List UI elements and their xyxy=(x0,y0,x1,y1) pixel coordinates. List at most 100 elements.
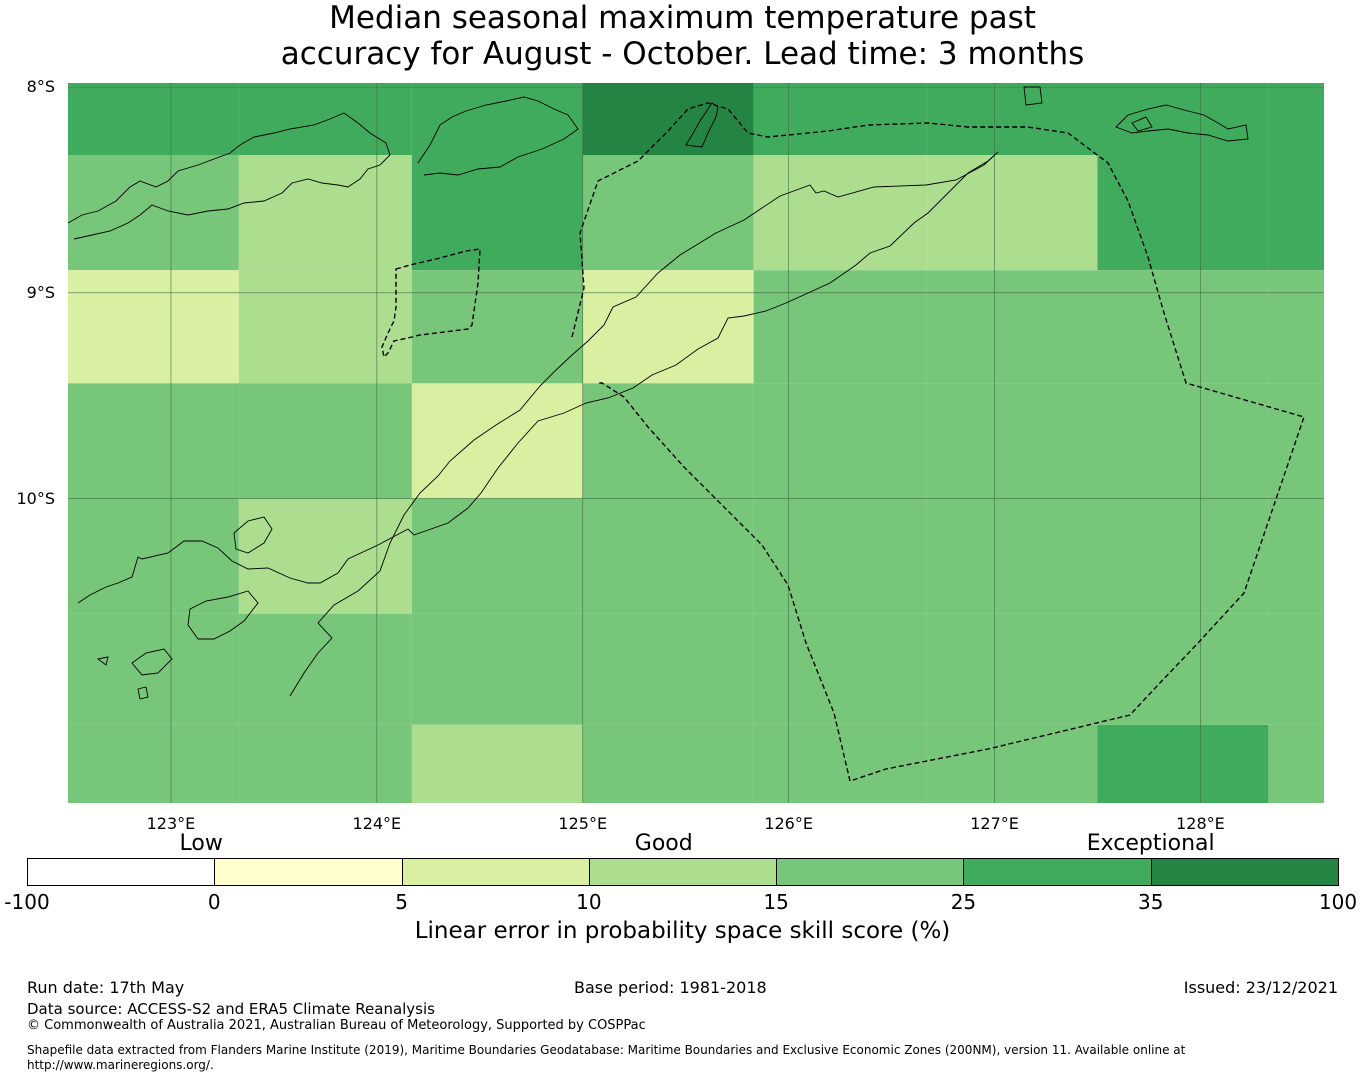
grid-cell xyxy=(238,498,412,614)
longitude-label: 124°E xyxy=(352,814,402,833)
base-period: Base period: 1981-2018 xyxy=(574,978,767,997)
grid-cell xyxy=(582,613,754,725)
grid-cell xyxy=(1097,155,1269,271)
grid-cell xyxy=(753,613,927,725)
grid-cell xyxy=(238,724,412,803)
colorbar-category-label: Low xyxy=(179,831,223,856)
colorbar-category-label: Exceptional xyxy=(1086,831,1215,856)
semau-island-coastline xyxy=(187,590,259,640)
grid-cell xyxy=(238,83,412,155)
grid-cell xyxy=(238,613,412,725)
grid-cell xyxy=(238,383,412,499)
colorbar-segment xyxy=(963,858,1152,886)
grid-cell xyxy=(582,270,754,384)
grid-cell xyxy=(238,270,412,384)
shapefile-credit-line-2: http://www.marineregions.org/. xyxy=(27,1058,214,1072)
colorbar-tick-label: -100 xyxy=(4,890,50,914)
colorbar-segment xyxy=(27,858,216,886)
colorbar-segment xyxy=(776,858,965,886)
grid-cell xyxy=(1268,155,1324,271)
grid-cell xyxy=(411,270,583,384)
longitude-label: 123°E xyxy=(146,814,196,833)
colorbar-segment xyxy=(1150,858,1339,886)
grid-cell xyxy=(582,498,754,614)
grid-cell xyxy=(411,613,583,725)
grid-cell xyxy=(68,270,239,384)
grid-cell xyxy=(411,155,583,271)
grid-cell xyxy=(582,383,754,499)
colorbar-tick-label: 100 xyxy=(1318,890,1358,914)
grid-cell xyxy=(411,724,583,803)
colorbar-tick-label: 10 xyxy=(576,890,602,914)
alor-island-coastline xyxy=(417,96,579,176)
skill-score-colorbar xyxy=(27,858,1339,886)
grid-cell xyxy=(753,155,927,271)
grid-cell xyxy=(68,724,239,803)
copyright-notice: © Commonwealth of Australia 2021, Austra… xyxy=(27,1018,646,1033)
colorbar-segment xyxy=(214,858,403,886)
timor-coastline xyxy=(77,151,999,697)
grid-cell xyxy=(411,83,583,155)
maritime-boundary-dashed xyxy=(381,102,1305,782)
graticule-lines xyxy=(68,83,1324,803)
grid-cell xyxy=(68,83,239,155)
map-title-line-2: accuracy for August - October. Lead time… xyxy=(280,36,1085,72)
grid-cell xyxy=(753,83,927,155)
grid-cell xyxy=(926,83,1098,155)
small-island-west-2 xyxy=(137,686,149,700)
longitude-label: 125°E xyxy=(558,814,608,833)
grid-cell xyxy=(68,383,239,499)
small-island-north xyxy=(1023,86,1043,106)
small-island-east xyxy=(1131,116,1153,132)
latitude-label: 9°S xyxy=(26,282,55,302)
grid-cell xyxy=(68,613,239,725)
grid-cell xyxy=(582,724,754,803)
northwest-islands-coastline xyxy=(68,112,391,240)
grid-cell xyxy=(1097,613,1269,725)
grid-cell xyxy=(753,270,927,384)
colorbar-tick-label: 0 xyxy=(207,890,221,914)
atauro-island-coastline xyxy=(685,102,719,148)
colorbar-title: Linear error in probability space skill … xyxy=(414,918,951,944)
grid-cell xyxy=(238,155,412,271)
grid-cell xyxy=(753,724,927,803)
longitude-label: 128°E xyxy=(1176,814,1225,833)
latitude-label: 8°S xyxy=(26,77,55,97)
longitude-label: 126°E xyxy=(764,814,813,833)
small-island-west-1 xyxy=(96,656,109,666)
issued-date: Issued: 23/12/2021 xyxy=(1183,978,1338,997)
grid-cell xyxy=(1268,83,1324,155)
colorbar-category-label: Good xyxy=(634,831,693,856)
grid-cell xyxy=(411,498,583,614)
grid-cell xyxy=(926,498,1098,614)
grid-cell xyxy=(926,270,1098,384)
grid-cell xyxy=(926,613,1098,725)
skill-grid-cells xyxy=(68,83,1324,803)
skill-score-map xyxy=(68,83,1324,803)
grid-cell xyxy=(582,83,754,155)
grid-cell xyxy=(68,155,239,271)
grid-cell xyxy=(926,383,1098,499)
grid-cell xyxy=(926,155,1098,271)
grid-cell xyxy=(582,155,754,271)
grid-cell xyxy=(753,383,927,499)
grid-cell xyxy=(1097,383,1269,499)
oecusse-eez-boundary xyxy=(381,248,481,359)
colorbar-tick-label: 5 xyxy=(395,890,408,914)
data-source: Data source: ACCESS-S2 and ERA5 Climate … xyxy=(27,1000,435,1018)
grid-cell xyxy=(1268,270,1324,384)
colorbar-tick-label: 15 xyxy=(763,890,789,914)
run-date: Run date: 17th May xyxy=(27,978,185,997)
colorbar-segment xyxy=(588,858,778,886)
grid-cell xyxy=(926,724,1098,803)
longitude-label: 127°E xyxy=(970,814,1019,833)
grid-cell xyxy=(1097,724,1269,803)
grid-cell xyxy=(753,498,927,614)
colorbar-tick-label: 35 xyxy=(1137,890,1164,914)
latitude-label: 10°S xyxy=(16,488,55,508)
grid-cell xyxy=(1097,83,1269,155)
savu-island-coastline xyxy=(131,648,173,676)
colorbar-segment xyxy=(401,858,590,886)
grid-cell xyxy=(1268,498,1324,614)
grid-cell xyxy=(1268,724,1324,803)
